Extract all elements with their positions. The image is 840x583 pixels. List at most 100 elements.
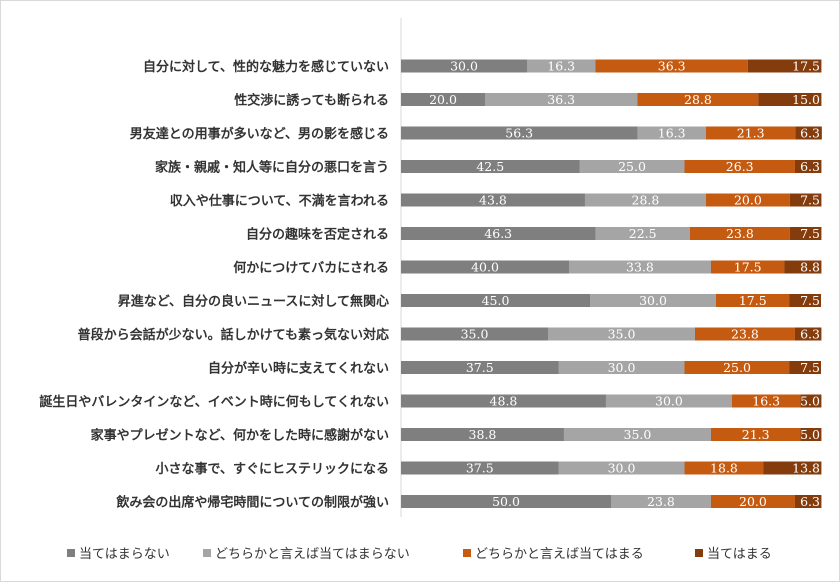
- bar-segment: [401, 495, 611, 508]
- bar-segment: [794, 160, 822, 173]
- data-label: 43.8: [479, 193, 507, 208]
- bar-segment: [784, 260, 822, 274]
- bar-segment: [401, 93, 485, 106]
- data-label: 6.3: [800, 494, 820, 509]
- bar-segment: [789, 193, 822, 207]
- data-label: 28.8: [632, 193, 660, 208]
- category-label: 性交渉に誘っても断られる: [234, 93, 389, 109]
- bar-segment: [401, 227, 596, 240]
- bar-segment: [569, 260, 711, 274]
- data-label: 21.3: [742, 427, 770, 442]
- bar-segment: [401, 193, 585, 207]
- data-label: 6.3: [800, 159, 820, 174]
- data-label: 17.5: [734, 260, 762, 275]
- bar-segment: [605, 394, 732, 408]
- bar-segment: [401, 327, 548, 341]
- bar-segment: [595, 227, 690, 240]
- bar-segment: [401, 461, 559, 475]
- data-label: 16.3: [752, 394, 780, 409]
- category-label: 家事やプレゼントなど、何かをした時に感謝がない: [91, 428, 389, 444]
- bar-segment: [705, 193, 790, 207]
- bar-segment: [401, 59, 527, 73]
- data-label: 7.5: [800, 193, 820, 208]
- category-label: 自分に対して、性的な魅力を感じていない: [143, 59, 389, 75]
- data-label: 26.3: [726, 159, 754, 174]
- data-label: 5.0: [800, 427, 820, 442]
- bar-segment: [710, 495, 795, 508]
- bar-segment: [747, 59, 822, 73]
- bar-segment: [695, 327, 795, 341]
- bar-segment: [794, 495, 822, 508]
- category-label: 男友達との用事が多いなど、男の影を感じる: [130, 126, 389, 142]
- legend-swatch: [463, 549, 471, 557]
- data-label: 37.5: [466, 461, 494, 476]
- data-label: 18.8: [710, 461, 738, 476]
- category-label: 昇進など、自分の良いニュースに対して無関心: [118, 294, 389, 310]
- bar-segment: [401, 428, 564, 441]
- legend-label: 当てはまらない: [79, 547, 170, 562]
- legend-label: どちらかと言えば当てはまる: [475, 547, 644, 562]
- data-label: 5.0: [800, 394, 820, 409]
- bar-segment: [401, 160, 580, 173]
- data-label: 33.8: [626, 260, 654, 275]
- legend: 当てはまらない どちらかと言えば当てはまらない どちらかと言えば当てはまる 当てはまる: [67, 547, 772, 562]
- data-label: 56.3: [505, 126, 533, 141]
- data-label: 37.5: [466, 360, 494, 375]
- bar-segment: [401, 294, 590, 307]
- data-label: 38.8: [469, 427, 497, 442]
- legend-label: どちらかと言えば当てはまらない: [215, 547, 410, 562]
- data-label: 23.8: [726, 226, 754, 241]
- bar-segment: [527, 59, 596, 73]
- data-label: 23.8: [647, 494, 675, 509]
- legend-swatch: [67, 549, 75, 557]
- bar-segment: [611, 495, 711, 508]
- bar-segment: [789, 361, 821, 374]
- data-label: 7.5: [800, 360, 820, 375]
- bar-segment: [789, 294, 821, 307]
- data-label: 46.3: [484, 226, 512, 241]
- category-label: 何かにつけてバカにされる: [233, 260, 389, 276]
- data-label: 8.8: [800, 260, 820, 275]
- bar-segment: [595, 59, 748, 73]
- data-label: 21.3: [737, 126, 765, 141]
- bar-segment: [684, 361, 790, 374]
- bar-segment: [558, 361, 685, 374]
- legend-label: 当てはまる: [707, 547, 772, 562]
- data-label: 20.0: [429, 92, 457, 107]
- bar-segment: [401, 394, 606, 408]
- bar-segment: [590, 294, 716, 307]
- category-label: 家族・親戚・知人等に自分の悪口を言う: [155, 160, 389, 176]
- bar-segment: [716, 294, 790, 307]
- bar-segment: [579, 160, 685, 173]
- data-label: 30.0: [608, 360, 636, 375]
- data-label: 35.0: [461, 327, 489, 342]
- bar-segment: [684, 160, 795, 173]
- data-label: 30.0: [655, 394, 683, 409]
- data-label: 17.5: [792, 59, 820, 74]
- category-label: 飲み会の出席や帰宅時間についての制限が強い: [115, 495, 389, 511]
- bar-segment: [794, 327, 822, 341]
- data-label: 15.0: [792, 92, 820, 107]
- legend-swatch: [203, 549, 211, 557]
- bar-segment: [548, 327, 695, 341]
- bar-segment: [689, 227, 790, 240]
- category-label: 普段から会話が少ない。話しかけても素っ気ない対応: [78, 327, 389, 343]
- category-label: 自分が辛い時に支えてくれない: [208, 361, 389, 377]
- bar-segment: [485, 93, 638, 106]
- bar-segment: [558, 461, 685, 475]
- data-label: 7.5: [800, 293, 820, 308]
- bar-segment: [710, 260, 785, 274]
- bar-segment: [584, 193, 706, 207]
- bar-segment: [401, 126, 638, 140]
- data-label: 36.3: [547, 92, 575, 107]
- bar-segment: [763, 461, 822, 475]
- category-labels: 自分に対して、性的な魅力を感じていない性交渉に誘っても断られる男友達との用事が多…: [39, 59, 389, 511]
- data-label: 30.0: [639, 293, 667, 308]
- category-label: 自分の趣味を否定される: [246, 227, 389, 243]
- data-label: 35.0: [608, 327, 636, 342]
- data-label: 28.8: [684, 92, 712, 107]
- data-label: 50.0: [492, 494, 520, 509]
- data-label: 20.0: [734, 193, 762, 208]
- data-label: 30.0: [450, 59, 478, 74]
